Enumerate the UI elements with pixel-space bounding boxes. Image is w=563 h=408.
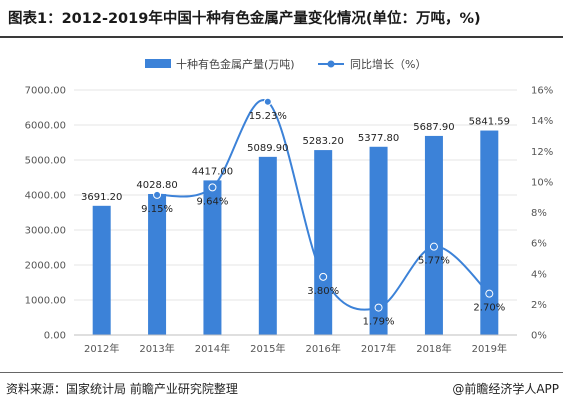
y-left-tick-label: 7000.00 <box>25 86 66 97</box>
bar-value-label: 5841.59 <box>469 117 510 128</box>
combo-chart: 3691.20 4028.80 4417.00 5089.90 5283.20 5377.… <box>25 57 554 356</box>
data-labels: 3691.20 4028.80 4417.00 5089.90 5283.20 5377.… <box>81 111 510 328</box>
title-divider <box>0 36 563 38</box>
y-right-tick-label: 14% <box>531 116 553 127</box>
y-right-tick-label: 2% <box>531 300 547 311</box>
bar-series <box>92 130 499 335</box>
legend-bar-label: 十种有色金属产量(万吨) <box>176 57 295 71</box>
bar <box>480 130 499 335</box>
x-tick-label: 2017年 <box>361 342 396 355</box>
bar-value-label: 5687.90 <box>413 122 454 133</box>
line-point <box>429 242 438 251</box>
x-tick-label: 2014年 <box>195 342 230 355</box>
legend-bar-swatch <box>145 59 171 68</box>
line-point <box>263 97 272 106</box>
line-value-label: 3.80% <box>307 286 339 297</box>
line-point <box>485 289 494 298</box>
line-value-label: 5.77% <box>418 256 450 267</box>
x-tick-label: 2013年 <box>139 342 174 355</box>
line-point <box>319 272 328 281</box>
legend: 十种有色金属产量(万吨) 同比增长（%） <box>145 57 426 71</box>
line-series <box>153 97 494 312</box>
y-left-tick-label: 0.00 <box>44 331 66 342</box>
y-left-tick-label: 2000.00 <box>25 261 66 272</box>
bar <box>369 146 388 335</box>
legend-line-label: 同比增长（%） <box>350 57 426 71</box>
legend-line-marker <box>327 60 335 68</box>
bar-value-label: 5377.80 <box>358 133 399 144</box>
line-point <box>153 190 162 199</box>
bar-value-label: 5089.90 <box>247 143 288 154</box>
grid-lines <box>74 89 517 301</box>
y-left-tick-label: 6000.00 <box>25 121 66 132</box>
line-value-label: 1.79% <box>363 317 395 328</box>
line-value-label: 9.15% <box>141 204 173 215</box>
y-right-tick-label: 10% <box>531 177 553 188</box>
y-right-tick-label: 16% <box>531 86 553 97</box>
bar-value-label: 4028.80 <box>136 180 177 191</box>
line-value-label: 2.70% <box>473 303 505 314</box>
bar-value-label: 3691.20 <box>81 192 122 203</box>
y-left-tick-label: 1000.00 <box>25 296 66 307</box>
brand-credit: @前瞻经济学人APP <box>452 382 559 396</box>
source-note: 资料来源：国家统计局 前瞻产业研究院整理 <box>6 382 238 396</box>
x-tick-label: 2019年 <box>472 342 507 355</box>
y-left-tick-label: 4000.00 <box>25 191 66 202</box>
x-tick-label: 2018年 <box>416 342 451 355</box>
footer-divider <box>0 372 563 373</box>
line-value-label: 9.64% <box>197 196 229 207</box>
y-right-tick-label: 4% <box>531 269 547 280</box>
bar-value-label: 4417.00 <box>192 166 233 177</box>
bar <box>148 193 167 335</box>
bar <box>258 156 277 335</box>
axes: 0.00 1000.00 2000.00 3000.00 4000.00 5000.00 6… <box>25 86 554 356</box>
line-value-label: 15.23% <box>249 111 287 122</box>
bar <box>424 135 443 335</box>
y-right-tick-label: 12% <box>531 147 553 158</box>
line-point <box>208 183 217 192</box>
bar <box>92 205 111 335</box>
x-tick-label: 2012年 <box>84 342 119 355</box>
y-right-tick-label: 0% <box>531 331 547 342</box>
y-left-tick-label: 3000.00 <box>25 226 66 237</box>
bar <box>203 180 222 335</box>
y-right-tick-label: 6% <box>531 239 547 250</box>
x-tick-label: 2015年 <box>250 342 285 355</box>
line-point <box>374 303 383 312</box>
x-tick-label: 2016年 <box>305 342 340 355</box>
bar <box>314 150 333 335</box>
chart-title: 图表1：2012-2019年中国十种有色金属产量变化情况(单位：万吨，%) <box>8 11 481 27</box>
y-right-tick-label: 8% <box>531 208 547 219</box>
y-left-tick-label: 5000.00 <box>25 156 66 167</box>
bar-value-label: 5283.20 <box>303 136 344 147</box>
